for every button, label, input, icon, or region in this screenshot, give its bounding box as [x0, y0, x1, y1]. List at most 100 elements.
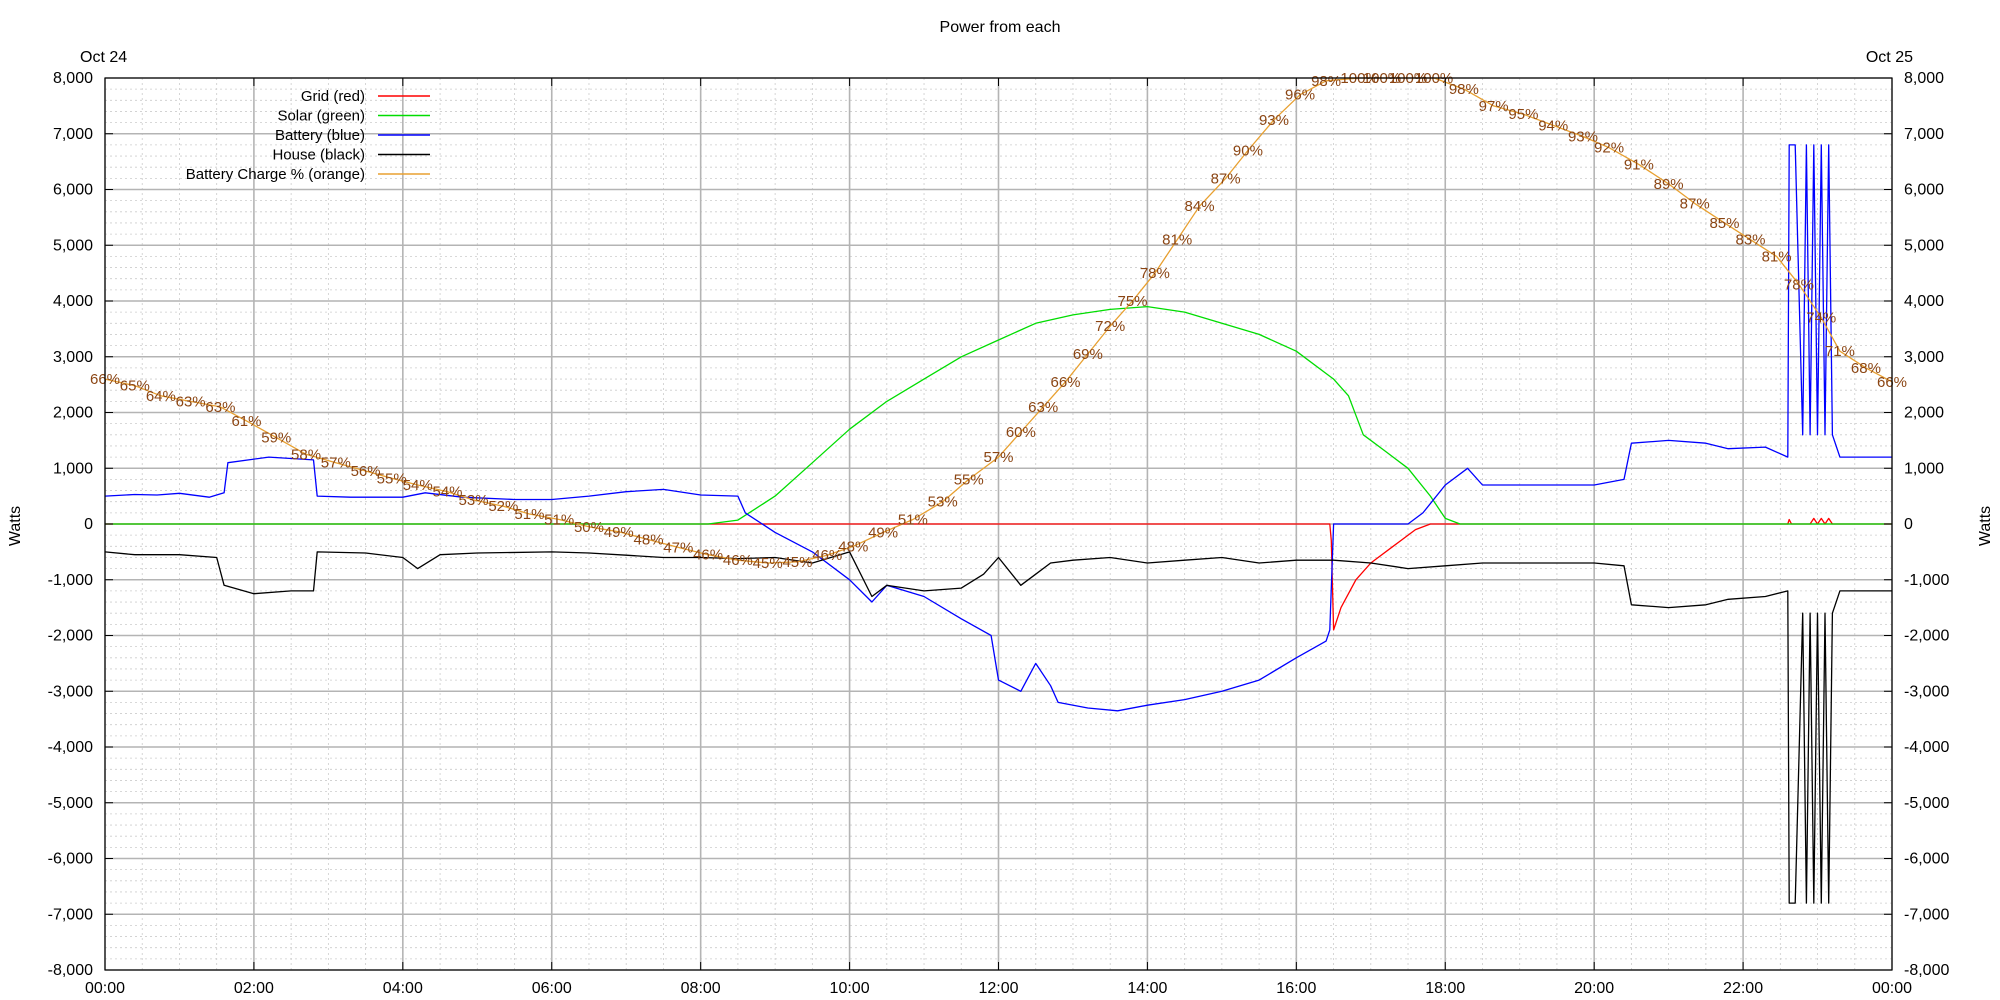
y-tick-labels-right: 8,000 7,000 6,000 5,000 4,000 3,000 2,000 1,000…: [1904, 70, 1949, 979]
y-tick-label-left: 7,000: [53, 126, 93, 143]
battery-charge-label: 90%: [1233, 142, 1263, 159]
series-line-4: [104, 77, 1893, 564]
legend-label: Grid (red): [301, 88, 365, 105]
y-tick-label-left: 6,000: [53, 182, 93, 199]
battery-charge-label: 78%: [1140, 265, 1170, 282]
x-tick-label: 02:00: [234, 980, 274, 997]
y-tick-label-right: 2,000: [1904, 405, 1944, 422]
y-tick-label-right: -8,000: [1904, 962, 1949, 979]
y-tick-label-right: 4,000: [1904, 293, 1944, 310]
y-tick-label-left: -3,000: [48, 683, 93, 700]
battery-charge-label: 51%: [544, 512, 574, 529]
y-tick-label-right: -3,000: [1904, 683, 1949, 700]
y-tick-label-right: -6,000: [1904, 851, 1949, 868]
x-tick-label: 22:00: [1723, 980, 1763, 997]
battery-charge-label: 51%: [514, 506, 544, 523]
legend-label: Battery Charge % (orange): [186, 166, 365, 183]
battery-charge-label: 45%: [753, 555, 783, 572]
battery-charge-label: 81%: [1762, 248, 1792, 265]
x-tick-label: 14:00: [1127, 980, 1167, 997]
x-tick-label: 00:00: [85, 980, 125, 997]
battery-charge-label: 57%: [321, 455, 351, 472]
battery-charge-label: 72%: [1095, 318, 1125, 335]
y-tick-label-right: -5,000: [1904, 795, 1949, 812]
battery-charge-label: 52%: [488, 498, 518, 515]
y-tick-label-right: -2,000: [1904, 628, 1949, 645]
x-tick-label: 12:00: [978, 980, 1018, 997]
y-tick-label-left: -8,000: [48, 962, 93, 979]
y-tick-label-left: -5,000: [48, 795, 93, 812]
y-tick-label-left: -1,000: [48, 572, 93, 589]
y-tick-label-left: -4,000: [48, 739, 93, 756]
x-tick-label: 00:00: [1872, 980, 1912, 997]
battery-charge-label: 48%: [838, 538, 868, 555]
y-axis-label-right: Watts: [1977, 506, 1994, 546]
y-tick-label-right: 3,000: [1904, 349, 1944, 366]
y-tick-label-right: -1,000: [1904, 572, 1949, 589]
battery-charge-label: 64%: [146, 388, 176, 405]
battery-charge-label: 55%: [377, 470, 407, 487]
y-axis-label-left: Watts: [7, 506, 24, 546]
battery-charge-label: 69%: [1073, 346, 1103, 363]
legend: Grid (red) Solar (green) Battery (blue) Hou…: [186, 88, 430, 183]
battery-charge-label: 68%: [1851, 360, 1881, 377]
battery-charge-label: 92%: [1594, 140, 1624, 157]
x-tick-labels: 00:00 02:00 04:00 06:00 08:00 10:00 12:00 14:00…: [85, 980, 1912, 997]
x-tick-label: 20:00: [1574, 980, 1614, 997]
battery-charge-label: 85%: [1709, 215, 1739, 232]
battery-charge-label: 98%: [1449, 81, 1479, 98]
legend-label: Solar (green): [277, 108, 365, 125]
battery-charge-label: 58%: [291, 446, 321, 463]
series-line-2: [104, 144, 1892, 712]
series-layer: [104, 77, 1893, 904]
y-tick-label-left: 8,000: [53, 70, 93, 87]
battery-charge-label: 95%: [1508, 106, 1538, 123]
y-tick-label-right: 5,000: [1904, 237, 1944, 254]
battery-charge-label: 87%: [1211, 170, 1241, 187]
battery-charge-label: 81%: [1162, 232, 1192, 249]
y-tick-label-left: -2,000: [48, 628, 93, 645]
y-tick-label-right: 7,000: [1904, 126, 1944, 143]
battery-charge-label: 59%: [261, 430, 291, 447]
battery-charge-label: 66%: [1050, 374, 1080, 391]
y-tick-label-left: 4,000: [53, 293, 93, 310]
battery-charge-label: 63%: [176, 393, 206, 410]
y-tick-labels-left: 8,000 7,000 6,000 5,000 4,000 3,000 2,000 1,000…: [48, 70, 93, 979]
battery-charge-label: 93%: [1568, 129, 1598, 146]
battery-charge-label: 51%: [898, 512, 928, 529]
battery-charge-label: 49%: [868, 524, 898, 541]
battery-charge-label: 49%: [604, 524, 634, 541]
y-tick-label-left: -7,000: [48, 906, 93, 923]
battery-charge-label: 57%: [983, 449, 1013, 466]
battery-charge-label: 78%: [1784, 276, 1814, 293]
y-tick-label-right: 1,000: [1904, 460, 1944, 477]
y-tick-label-right: 6,000: [1904, 182, 1944, 199]
y-tick-label-right: -7,000: [1904, 906, 1949, 923]
y-tick-label-right: -4,000: [1904, 739, 1949, 756]
x-tick-label: 10:00: [830, 980, 870, 997]
chart-title: Power from each: [940, 19, 1061, 36]
battery-charge-label: 53%: [459, 492, 489, 509]
battery-charge-label: 46%: [812, 547, 842, 564]
y-tick-label-right: 0: [1904, 516, 1913, 533]
legend-label: Battery (blue): [275, 127, 365, 144]
battery-charge-label: 45%: [782, 554, 812, 571]
y-tick-label-left: 3,000: [53, 349, 93, 366]
battery-charge-label: 71%: [1825, 343, 1855, 360]
legend-label: House (black): [272, 147, 365, 164]
battery-charge-label: 75%: [1118, 293, 1148, 310]
battery-charge-label: 54%: [432, 484, 462, 501]
x-tick-label: 08:00: [681, 980, 721, 997]
battery-charge-label: 84%: [1185, 198, 1215, 215]
y-tick-label-right: 8,000: [1904, 70, 1944, 87]
date-label-right: Oct 25: [1866, 49, 1913, 66]
battery-charge-label: 56%: [351, 463, 381, 480]
y-tick-label-left: -6,000: [48, 851, 93, 868]
battery-charge-label: 54%: [403, 477, 433, 494]
x-tick-label: 04:00: [383, 980, 423, 997]
x-tick-label: 16:00: [1276, 980, 1316, 997]
x-tick-label: 06:00: [532, 980, 572, 997]
battery-charge-labels: 66% 65%64% 63% 63%61%59%58% 57% 56%55%54% 54%5…: [90, 70, 1907, 572]
battery-charge-label: 47%: [663, 539, 693, 556]
